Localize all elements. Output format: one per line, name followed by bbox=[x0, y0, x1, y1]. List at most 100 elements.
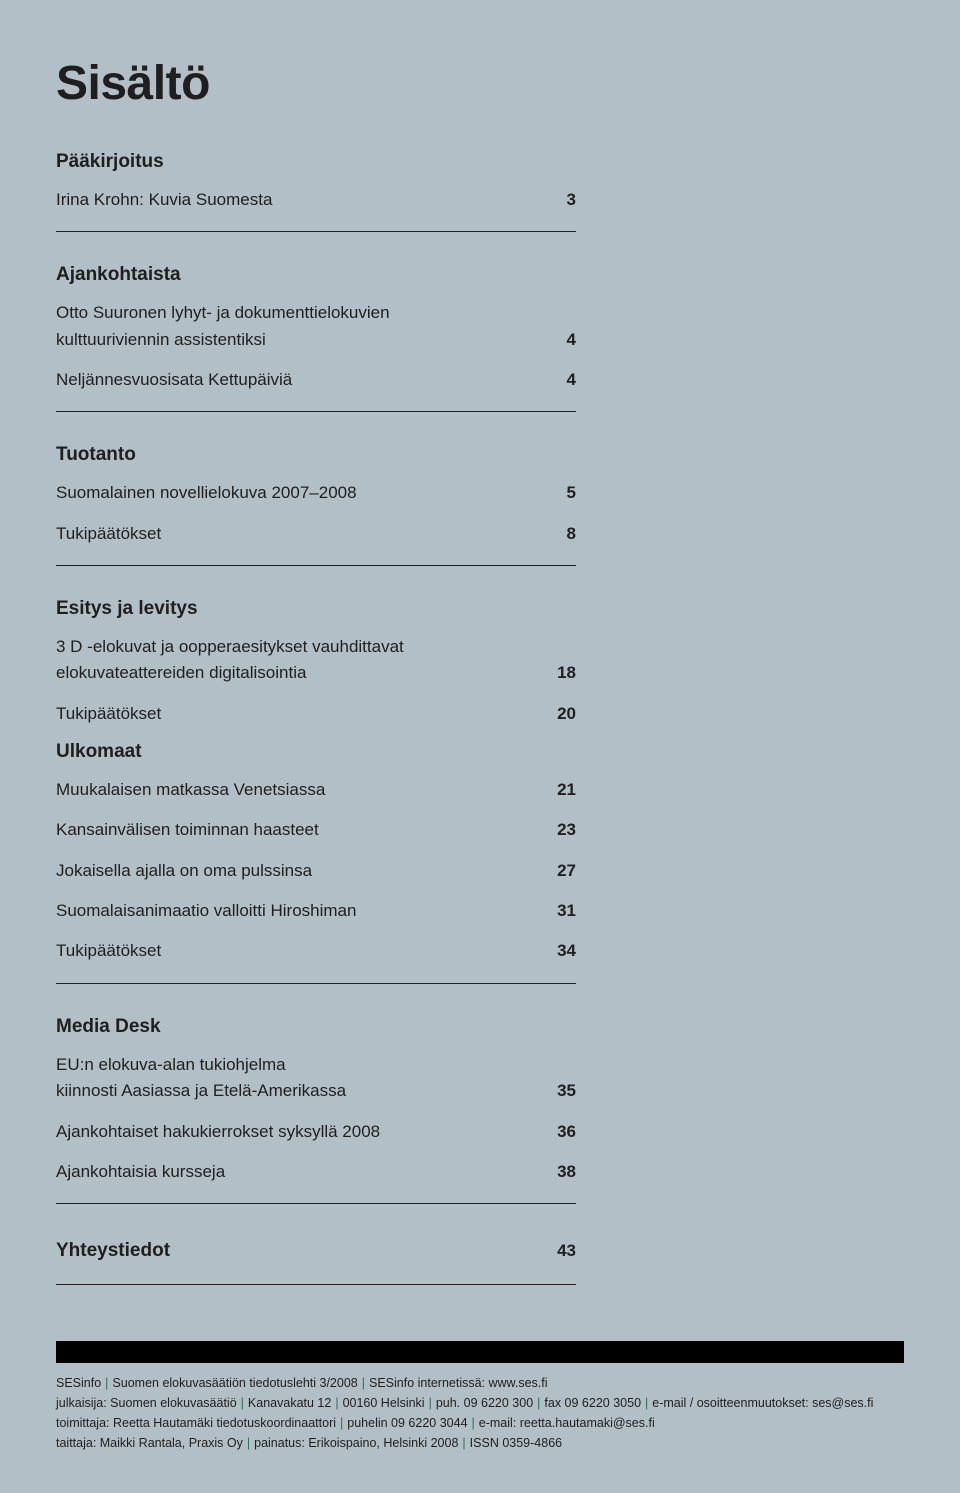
section-head-paakirjoitus: Pääkirjoitus bbox=[56, 151, 576, 173]
separator-icon: | bbox=[468, 1416, 479, 1430]
footer-seg: Kanavakatu 12 bbox=[248, 1396, 331, 1410]
page: Sisältö Pääkirjoitus Irina Krohn: Kuvia … bbox=[0, 0, 960, 1493]
toc-page: 34 bbox=[540, 938, 576, 964]
separator-icon: | bbox=[358, 1376, 369, 1390]
footer-seg: taittaja: Maikki Rantala, Praxis Oy bbox=[56, 1436, 243, 1450]
toc-row: Suomalaisanimaatio valloitti Hiroshiman … bbox=[56, 898, 576, 924]
footer-line-4: taittaja: Maikki Rantala, Praxis Oy|pain… bbox=[56, 1433, 904, 1453]
separator-icon: | bbox=[425, 1396, 436, 1410]
footer-seg: puhelin 09 6220 3044 bbox=[347, 1416, 467, 1430]
footer-seg: SESinfo bbox=[56, 1376, 101, 1390]
toc-page: 36 bbox=[540, 1119, 576, 1145]
section-head-esitys: Esitys ja levitys bbox=[56, 598, 576, 620]
footer-seg: fax 09 6220 3050 bbox=[544, 1396, 641, 1410]
toc-row: Tukipäätökset 8 bbox=[56, 521, 576, 547]
toc-label: Ajankohtaisia kursseja bbox=[56, 1159, 540, 1185]
toc-row: Ajankohtaiset hakukierrokset syksyllä 20… bbox=[56, 1119, 576, 1145]
toc-page: 4 bbox=[540, 327, 576, 353]
toc-page: 43 bbox=[540, 1238, 576, 1264]
toc-row: kiinnosti Aasiassa ja Etelä-Amerikassa 3… bbox=[56, 1078, 576, 1104]
separator-icon: | bbox=[101, 1376, 112, 1390]
toc-label: elokuvateattereiden digitalisointia bbox=[56, 660, 540, 686]
separator-icon: | bbox=[458, 1436, 469, 1450]
section-head-media-desk: Media Desk bbox=[56, 1016, 576, 1038]
section-head-tuotanto: Tuotanto bbox=[56, 444, 576, 466]
footer-seg: Suomen elokuvasäätiön tiedotuslehti 3/20… bbox=[112, 1376, 357, 1390]
section-rule bbox=[56, 1203, 576, 1204]
section-head-yhteystiedot: Yhteystiedot bbox=[56, 1236, 170, 1265]
toc-label: Tukipäätökset bbox=[56, 701, 540, 727]
footer-bar bbox=[56, 1341, 904, 1363]
toc-row: Jokaisella ajalla on oma pulssinsa 27 bbox=[56, 858, 576, 884]
footer-seg: e-mail: reetta.hautamaki@ses.fi bbox=[479, 1416, 655, 1430]
section-rule bbox=[56, 231, 576, 232]
toc-label: Tukipäätökset bbox=[56, 521, 540, 547]
section-rule bbox=[56, 1284, 576, 1285]
toc-label: Otto Suuronen lyhyt- ja dokumenttielokuv… bbox=[56, 300, 540, 326]
toc-page: 4 bbox=[540, 367, 576, 393]
toc-label: Tukipäätökset bbox=[56, 938, 540, 964]
separator-icon: | bbox=[237, 1396, 248, 1410]
footer-text: SESinfo|Suomen elokuvasäätiön tiedotusle… bbox=[56, 1373, 904, 1453]
toc-row: elokuvateattereiden digitalisointia 18 bbox=[56, 660, 576, 686]
toc-page: 27 bbox=[540, 858, 576, 884]
toc-page: 21 bbox=[540, 777, 576, 803]
footer-seg: julkaisija: Suomen elokuvasäätiö bbox=[56, 1396, 237, 1410]
toc-page: 3 bbox=[540, 187, 576, 213]
toc-label: Neljännesvuosisata Kettupäiviä bbox=[56, 367, 540, 393]
toc-page: 23 bbox=[540, 817, 576, 843]
section-head-ajankohtaista: Ajankohtaista bbox=[56, 264, 576, 286]
footer-line-3: toimittaja: Reetta Hautamäki tiedotuskoo… bbox=[56, 1413, 904, 1433]
toc-row: Ajankohtaisia kursseja 38 bbox=[56, 1159, 576, 1185]
toc-row: Kansainvälisen toiminnan haasteet 23 bbox=[56, 817, 576, 843]
toc-label: Irina Krohn: Kuvia Suomesta bbox=[56, 187, 540, 213]
toc-page: 20 bbox=[540, 701, 576, 727]
footer-seg: puh. 09 6220 300 bbox=[436, 1396, 533, 1410]
footer-line-1: SESinfo|Suomen elokuvasäätiön tiedotusle… bbox=[56, 1373, 904, 1393]
toc-page: 5 bbox=[540, 480, 576, 506]
toc-page: 8 bbox=[540, 521, 576, 547]
toc-label: kiinnosti Aasiassa ja Etelä-Amerikassa bbox=[56, 1078, 540, 1104]
footer-line-2: julkaisija: Suomen elokuvasäätiö|Kanavak… bbox=[56, 1393, 904, 1413]
section-subhead-ulkomaat: Ulkomaat bbox=[56, 741, 576, 763]
separator-icon: | bbox=[243, 1436, 254, 1450]
footer-seg: painatus: Erikoispaino, Helsinki 2008 bbox=[254, 1436, 458, 1450]
footer-seg: e-mail / osoitteenmuutokset: ses@ses.fi bbox=[652, 1396, 873, 1410]
toc-label: kulttuuriviennin assistentiksi bbox=[56, 327, 540, 353]
separator-icon: | bbox=[336, 1416, 347, 1430]
footer-seg: toimittaja: Reetta Hautamäki tiedotuskoo… bbox=[56, 1416, 336, 1430]
footer-seg: ISSN 0359-4866 bbox=[470, 1436, 562, 1450]
toc-row: Yhteystiedot 43 bbox=[56, 1236, 576, 1265]
toc-row: Neljännesvuosisata Kettupäiviä 4 bbox=[56, 367, 576, 393]
toc-label: Jokaisella ajalla on oma pulssinsa bbox=[56, 858, 540, 884]
toc-label: 3 D -elokuvat ja oopperaesitykset vauhdi… bbox=[56, 634, 540, 660]
toc-row: 3 D -elokuvat ja oopperaesitykset vauhdi… bbox=[56, 634, 576, 660]
footer-seg: 00160 Helsinki bbox=[343, 1396, 425, 1410]
toc-label: Suomalaisanimaatio valloitti Hiroshiman bbox=[56, 898, 540, 924]
toc-row: Irina Krohn: Kuvia Suomesta 3 bbox=[56, 187, 576, 213]
toc-label: EU:n elokuva-alan tukiohjelma bbox=[56, 1052, 540, 1078]
separator-icon: | bbox=[533, 1396, 544, 1410]
toc-row: Otto Suuronen lyhyt- ja dokumenttielokuv… bbox=[56, 300, 576, 326]
toc-row: Muukalaisen matkassa Venetsiassa 21 bbox=[56, 777, 576, 803]
toc-page: 35 bbox=[540, 1078, 576, 1104]
separator-icon: | bbox=[331, 1396, 342, 1410]
section-rule bbox=[56, 411, 576, 412]
toc-label: Kansainvälisen toiminnan haasteet bbox=[56, 817, 540, 843]
toc-row: Tukipäätökset 34 bbox=[56, 938, 576, 964]
toc-page: 18 bbox=[540, 660, 576, 686]
toc-row: kulttuuriviennin assistentiksi 4 bbox=[56, 327, 576, 353]
toc-page: 31 bbox=[540, 898, 576, 924]
toc-row: Tukipäätökset 20 bbox=[56, 701, 576, 727]
toc-label: Ajankohtaiset hakukierrokset syksyllä 20… bbox=[56, 1119, 540, 1145]
toc-row: EU:n elokuva-alan tukiohjelma bbox=[56, 1052, 576, 1078]
separator-icon: | bbox=[641, 1396, 652, 1410]
toc-page: 38 bbox=[540, 1159, 576, 1185]
toc-column: Pääkirjoitus Irina Krohn: Kuvia Suomesta… bbox=[56, 151, 576, 1285]
page-title: Sisältö bbox=[56, 56, 904, 111]
section-rule bbox=[56, 565, 576, 566]
footer-seg: SESinfo internetissä: www.ses.fi bbox=[369, 1376, 548, 1390]
section-rule bbox=[56, 983, 576, 984]
toc-row: Suomalainen novellielokuva 2007–2008 5 bbox=[56, 480, 576, 506]
toc-label: Muukalaisen matkassa Venetsiassa bbox=[56, 777, 540, 803]
